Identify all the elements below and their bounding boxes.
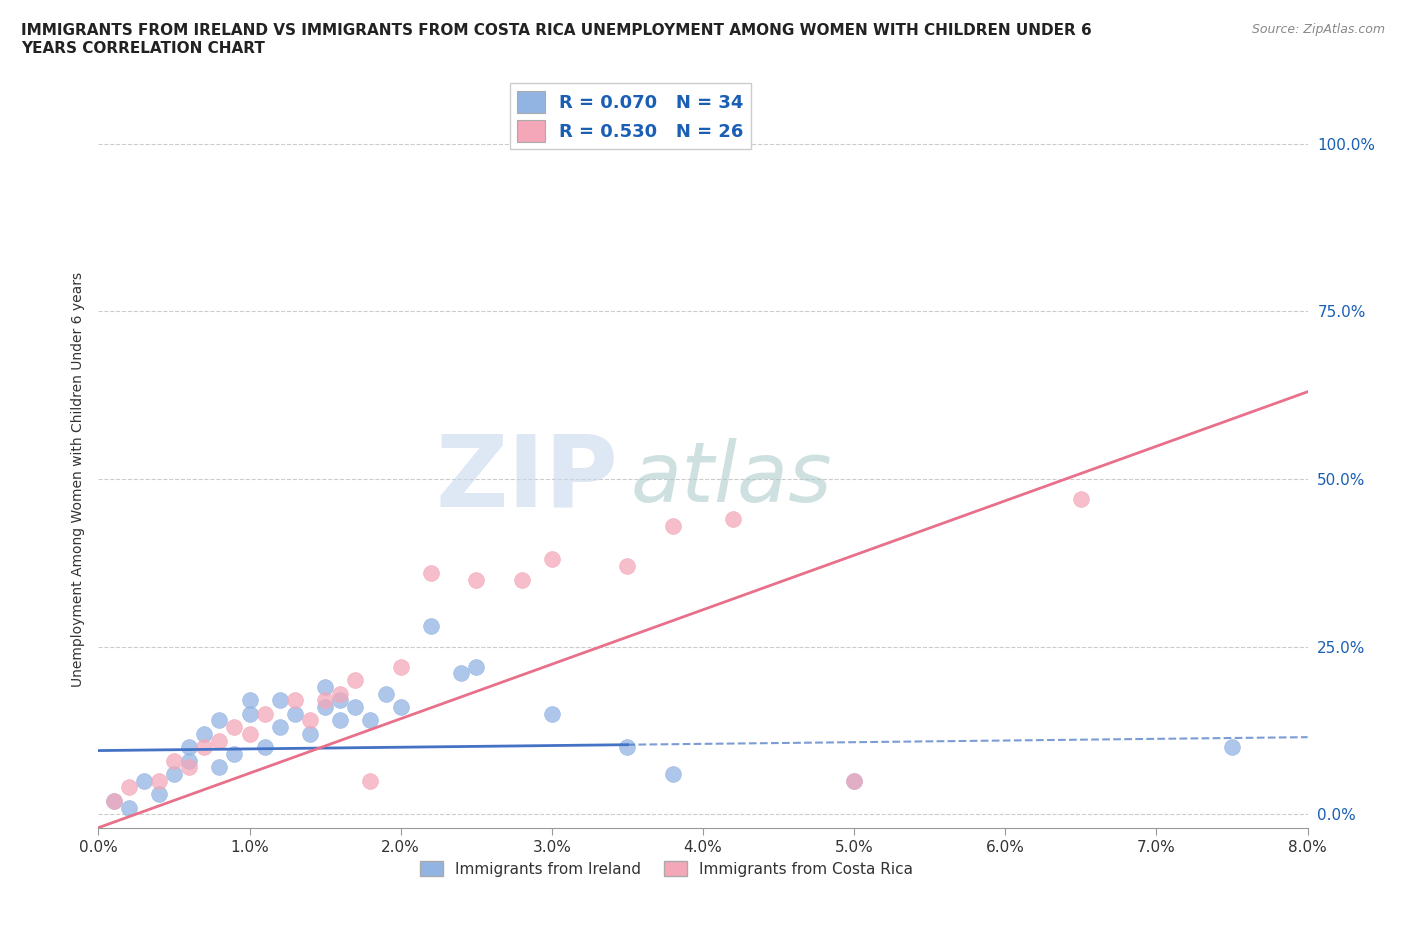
Point: [360, 774, 382, 789]
Point: [163, 753, 186, 768]
Point: [465, 659, 488, 674]
Text: IMMIGRANTS FROM IRELAND VS IMMIGRANTS FROM COSTA RICA UNEMPLOYMENT AMONG WOMEN W: IMMIGRANTS FROM IRELAND VS IMMIGRANTS FR…: [21, 23, 1092, 56]
Point: [616, 559, 638, 574]
Point: [465, 572, 488, 587]
Point: [193, 739, 215, 754]
Point: [314, 680, 336, 695]
Point: [103, 793, 125, 808]
Point: [208, 733, 231, 748]
Point: [329, 693, 352, 708]
Point: [118, 800, 141, 815]
Point: [540, 706, 562, 721]
Point: [374, 686, 396, 701]
Point: [329, 713, 352, 728]
Point: [661, 766, 683, 781]
Point: [193, 726, 215, 741]
Point: [179, 753, 201, 768]
Point: [269, 693, 291, 708]
Text: ZIP: ZIP: [436, 431, 619, 527]
Point: [329, 686, 352, 701]
Point: [239, 706, 262, 721]
Point: [269, 720, 291, 735]
Point: [224, 720, 246, 735]
Point: [284, 706, 307, 721]
Point: [344, 699, 367, 714]
Point: [344, 672, 367, 687]
Point: [1220, 739, 1243, 754]
Point: [389, 699, 412, 714]
Point: [208, 760, 231, 775]
Point: [616, 739, 638, 754]
Text: Source: ZipAtlas.com: Source: ZipAtlas.com: [1251, 23, 1385, 36]
Point: [239, 693, 262, 708]
Point: [844, 774, 866, 789]
Point: [723, 512, 745, 526]
Point: [118, 780, 141, 795]
Point: [208, 713, 231, 728]
Point: [148, 774, 170, 789]
Point: [844, 774, 866, 789]
Point: [299, 726, 322, 741]
Point: [314, 693, 336, 708]
Point: [284, 693, 307, 708]
Point: [299, 713, 322, 728]
Point: [253, 706, 276, 721]
Text: atlas: atlas: [630, 438, 832, 520]
Point: [661, 518, 683, 533]
Y-axis label: Unemployment Among Women with Children Under 6 years: Unemployment Among Women with Children U…: [70, 272, 84, 686]
Point: [179, 739, 201, 754]
Point: [420, 619, 443, 634]
Point: [179, 760, 201, 775]
Point: [450, 666, 472, 681]
Point: [389, 659, 412, 674]
Point: [360, 713, 382, 728]
Point: [314, 699, 336, 714]
Point: [540, 552, 562, 567]
Point: [510, 572, 533, 587]
Point: [132, 774, 155, 789]
Legend: Immigrants from Ireland, Immigrants from Costa Rica: Immigrants from Ireland, Immigrants from…: [413, 855, 920, 883]
Point: [224, 747, 246, 762]
Point: [253, 739, 276, 754]
Point: [239, 726, 262, 741]
Point: [148, 787, 170, 802]
Point: [420, 565, 443, 580]
Point: [1070, 492, 1092, 507]
Point: [163, 766, 186, 781]
Point: [103, 793, 125, 808]
